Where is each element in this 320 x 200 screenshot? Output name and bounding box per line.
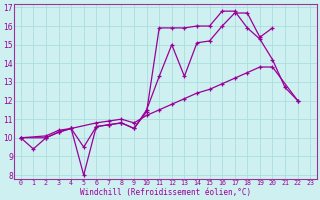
X-axis label: Windchill (Refroidissement éolien,°C): Windchill (Refroidissement éolien,°C) bbox=[80, 188, 251, 197]
